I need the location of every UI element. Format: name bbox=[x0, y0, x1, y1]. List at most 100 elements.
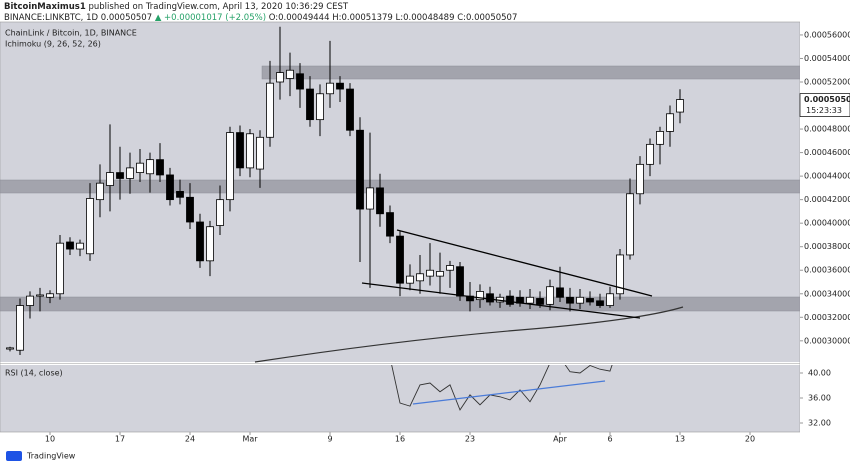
y-tick-label: 0.00034000 bbox=[804, 289, 850, 298]
x-tick-label: 6 bbox=[607, 435, 612, 444]
y-tick-label: 40.00 bbox=[808, 369, 831, 378]
symbol: BINANCE:LINKBTC, 1D bbox=[4, 13, 98, 23]
candle-body bbox=[156, 159, 164, 176]
candle-body bbox=[606, 293, 614, 306]
candle-body bbox=[306, 88, 314, 121]
brand: TradingView bbox=[26, 452, 76, 461]
y-tick-label: 0.00044000 bbox=[804, 172, 850, 181]
candle-body bbox=[166, 174, 174, 201]
y-tick-label: 0.00052000 bbox=[804, 78, 850, 87]
y-tick-label: 36.00 bbox=[808, 394, 831, 403]
y-tick-label: 0.00054000 bbox=[804, 54, 850, 63]
candle-body bbox=[226, 132, 234, 201]
rsi-series bbox=[391, 365, 613, 411]
candle-body bbox=[536, 298, 544, 305]
candle-body bbox=[56, 242, 64, 295]
price-axis bbox=[800, 0, 850, 446]
y-tick-label: 32.00 bbox=[808, 419, 831, 428]
candle-body bbox=[116, 172, 124, 179]
candle-body bbox=[16, 305, 24, 351]
candle-body bbox=[336, 82, 344, 90]
candle-body bbox=[126, 167, 134, 179]
candle-body bbox=[6, 347, 14, 350]
candle-body bbox=[86, 198, 94, 255]
header-line: BitcoinMaximus1 published on TradingView… bbox=[4, 2, 349, 12]
candle-body bbox=[526, 296, 534, 304]
zone bbox=[261, 65, 801, 80]
candle-body bbox=[576, 296, 584, 304]
candle-body bbox=[256, 136, 264, 170]
candle-body bbox=[66, 241, 74, 250]
candle-body bbox=[216, 199, 224, 226]
candle-body bbox=[206, 226, 214, 262]
x-tick-label: 17 bbox=[115, 435, 125, 444]
y-tick-label: 0.00046000 bbox=[804, 148, 850, 157]
candles bbox=[6, 26, 684, 355]
pane-title: ChainLink / Bitcoin, 1D, BINANCE bbox=[5, 29, 137, 38]
candle-body bbox=[656, 131, 664, 145]
candle-body bbox=[406, 275, 414, 284]
x-tick-label: Apr bbox=[553, 435, 568, 444]
candle-body bbox=[366, 187, 374, 210]
trend-lines bbox=[361, 229, 653, 405]
candle-body bbox=[356, 129, 364, 210]
candle-body bbox=[26, 295, 34, 306]
candle-body bbox=[566, 296, 574, 304]
y-tick-label: 0.00036000 bbox=[804, 266, 850, 275]
change: ▲ +0.00001017 (+2.05%) bbox=[155, 13, 266, 23]
candle-body bbox=[106, 172, 114, 186]
x-tick-label: Mar bbox=[242, 435, 258, 444]
candle-body bbox=[176, 191, 184, 198]
y-tick-label: 0.00056000 bbox=[804, 30, 850, 39]
candle-body bbox=[386, 212, 394, 237]
candle-body bbox=[296, 73, 304, 90]
footer bbox=[0, 446, 850, 466]
candle-body bbox=[486, 293, 494, 303]
candle-body bbox=[286, 69, 294, 79]
rsi-trend-line bbox=[412, 380, 606, 405]
rsi-title: RSI (14, close) bbox=[5, 369, 63, 378]
last-price-box bbox=[799, 93, 850, 117]
candle-body bbox=[626, 193, 634, 256]
indicator-label: Ichimoku (9, 26, 52, 26) bbox=[5, 40, 101, 49]
candle-body bbox=[346, 88, 354, 131]
candle-body bbox=[676, 99, 684, 113]
y-tick-label: 0.00038000 bbox=[804, 242, 850, 251]
candle-body bbox=[396, 235, 404, 284]
candle-body bbox=[616, 254, 624, 295]
candle-body bbox=[136, 162, 144, 173]
ohlc: O:0.00049444 H:0.00051379 L:0.00048489 C… bbox=[269, 13, 518, 23]
candle-body bbox=[636, 163, 644, 195]
x-tick-label: 9 bbox=[327, 435, 332, 444]
zone bbox=[0, 296, 801, 312]
candle-body bbox=[456, 266, 464, 297]
trend-line bbox=[396, 229, 653, 297]
y-tick-label: 0.00042000 bbox=[804, 195, 850, 204]
price: 0.00050507 bbox=[101, 13, 152, 23]
candle-body bbox=[446, 265, 454, 271]
candle-body bbox=[476, 291, 484, 301]
rsi-line bbox=[391, 365, 613, 411]
moving-average bbox=[254, 306, 684, 363]
countdown: 15:23:33 bbox=[806, 106, 842, 115]
candle-body bbox=[146, 159, 154, 175]
candle-body bbox=[246, 133, 254, 169]
y-tick-label: 0.00048000 bbox=[804, 125, 850, 134]
published: published on TradingView.com, April 13, … bbox=[88, 2, 348, 12]
logo bbox=[6, 451, 22, 461]
candle-body bbox=[96, 182, 104, 201]
candle-body bbox=[376, 187, 384, 215]
candle-body bbox=[416, 273, 424, 282]
header-line: BINANCE:LINKBTC, 1D 0.00050507 ▲ +0.0000… bbox=[4, 13, 517, 23]
last-price-label: 0.00050507 bbox=[804, 95, 850, 104]
candle-body bbox=[556, 287, 564, 298]
y-tick-label: 0.00030000 bbox=[804, 336, 850, 345]
candle-body bbox=[46, 293, 54, 298]
candle-body bbox=[326, 82, 334, 95]
x-tick-label: 13 bbox=[675, 435, 685, 444]
candle-body bbox=[646, 143, 654, 165]
x-tick-label: 20 bbox=[745, 435, 755, 444]
candle-body bbox=[36, 294, 44, 297]
y-tick-label: 0.00032000 bbox=[804, 313, 850, 322]
